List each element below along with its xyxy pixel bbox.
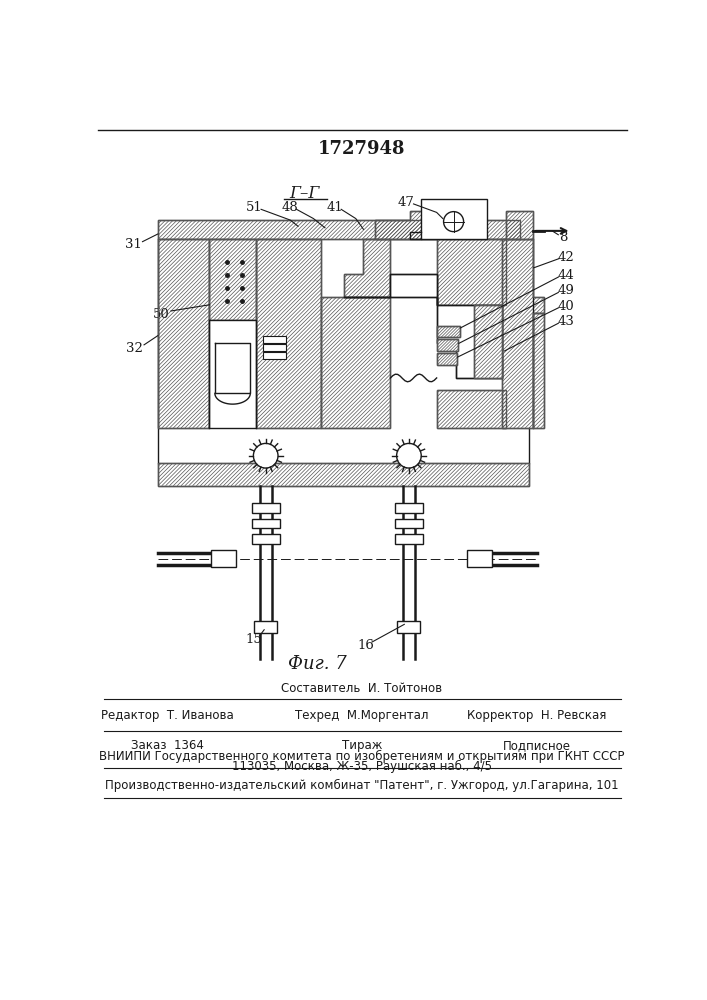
Polygon shape	[502, 239, 544, 428]
Polygon shape	[437, 326, 460, 337]
Text: 44: 44	[558, 269, 574, 282]
Text: 50: 50	[153, 308, 170, 321]
Polygon shape	[256, 239, 321, 428]
Text: 15: 15	[246, 633, 262, 646]
Polygon shape	[321, 239, 390, 428]
Text: 49: 49	[558, 284, 575, 297]
Polygon shape	[375, 211, 437, 239]
Text: 47: 47	[397, 196, 414, 209]
Circle shape	[397, 443, 421, 468]
Bar	[252, 519, 279, 528]
Polygon shape	[344, 274, 502, 378]
Text: Заказ  1364: Заказ 1364	[131, 739, 204, 752]
Text: Корректор  Н. Ревская: Корректор Н. Ревская	[467, 709, 607, 722]
Bar	[421, 199, 486, 239]
Bar	[467, 550, 492, 567]
Text: 1727948: 1727948	[318, 140, 406, 158]
Text: Подписное: Подписное	[503, 739, 571, 752]
Bar	[211, 550, 235, 567]
Text: Тираж: Тираж	[341, 739, 382, 752]
Text: Составитель  И. Тойтонов: Составитель И. Тойтонов	[281, 682, 443, 695]
Text: Производственно-издательский комбинат "Патент", г. Ужгород, ул.Гагарина, 101: Производственно-издательский комбинат "П…	[105, 779, 619, 792]
Bar	[252, 503, 279, 513]
Bar	[395, 519, 423, 528]
Bar	[395, 503, 423, 513]
Polygon shape	[215, 393, 250, 404]
Polygon shape	[209, 239, 256, 320]
Bar	[397, 621, 421, 633]
Circle shape	[443, 212, 464, 232]
Text: 32: 32	[126, 342, 143, 355]
Polygon shape	[437, 353, 457, 365]
Polygon shape	[533, 312, 544, 428]
Text: 113035, Москва, Ж-35, Раушская наб., 4/5: 113035, Москва, Ж-35, Раушская наб., 4/5	[232, 760, 492, 773]
Text: Фиг. 7: Фиг. 7	[288, 655, 346, 673]
Text: 48: 48	[282, 201, 299, 214]
Text: 42: 42	[558, 251, 574, 264]
Bar	[264, 344, 286, 351]
Polygon shape	[474, 305, 502, 378]
Bar	[395, 534, 423, 544]
Text: Редактор  Т. Иванова: Редактор Т. Иванова	[101, 709, 233, 722]
Polygon shape	[158, 239, 209, 428]
Text: 8: 8	[559, 231, 568, 244]
Text: Г–Г: Г–Г	[289, 185, 320, 202]
Bar	[252, 534, 279, 544]
Text: 31: 31	[125, 238, 141, 251]
Text: 51: 51	[246, 201, 262, 214]
Polygon shape	[215, 343, 250, 393]
Text: ВНИИПИ Государственного комитета по изобретениям и открытиям при ГКНТ СССР: ВНИИПИ Государственного комитета по изоб…	[99, 750, 625, 763]
Circle shape	[253, 443, 278, 468]
Text: 43: 43	[558, 315, 575, 328]
Bar	[254, 621, 277, 633]
Polygon shape	[158, 463, 529, 486]
Text: 16: 16	[357, 639, 374, 652]
Text: 41: 41	[327, 201, 344, 214]
Polygon shape	[437, 389, 506, 428]
Bar	[264, 336, 286, 343]
Polygon shape	[158, 220, 520, 239]
Text: Техред  М.Моргентал: Техред М.Моргентал	[296, 709, 428, 722]
Polygon shape	[506, 211, 533, 239]
Bar	[209, 320, 256, 428]
Text: 40: 40	[558, 300, 574, 313]
Polygon shape	[437, 339, 458, 351]
Polygon shape	[437, 239, 506, 305]
Bar	[264, 352, 286, 359]
